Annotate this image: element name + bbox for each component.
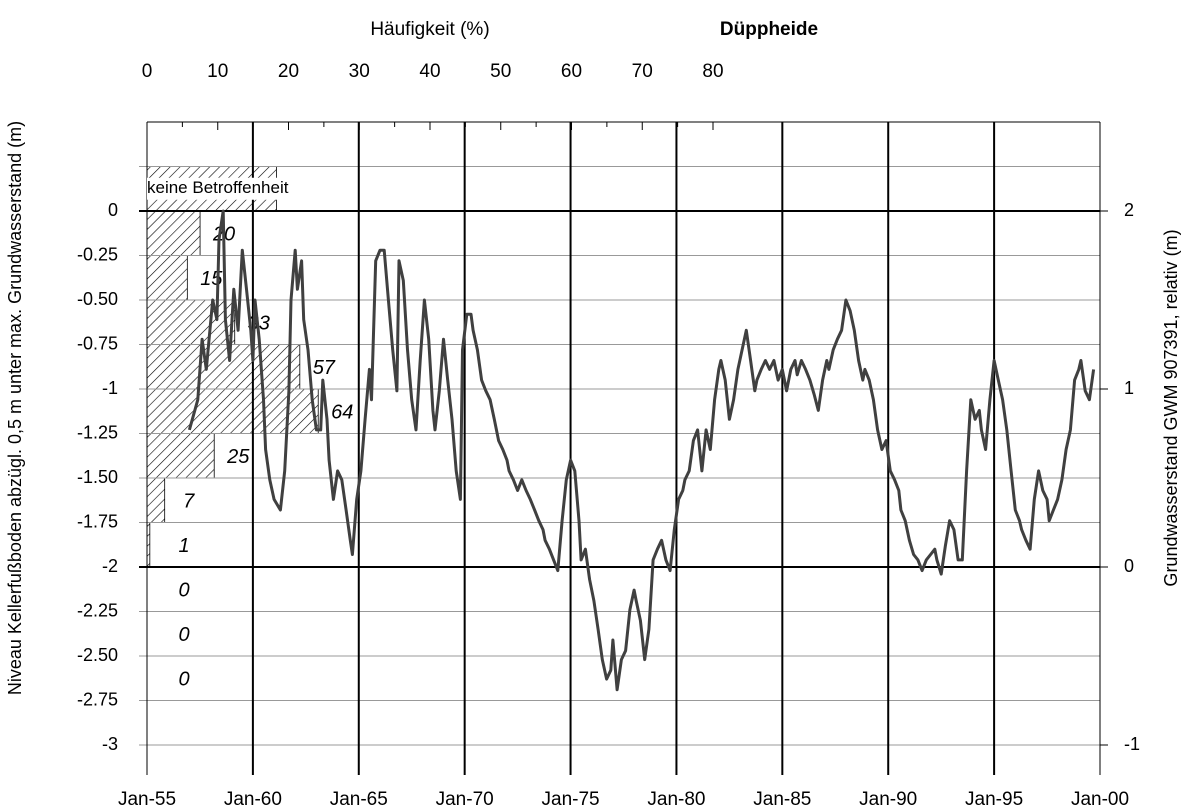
y-tick-label: -2: [102, 556, 118, 576]
series-line: [187, 209, 1096, 692]
x-tick-label: Jan-00: [1071, 789, 1129, 810]
x-tick-label: Jan-60: [224, 789, 282, 810]
histogram-bar: [146, 388, 319, 434]
x-tick-label: Jan-55: [118, 789, 176, 810]
count-label: 1: [178, 535, 189, 557]
y-tick-label: -1.75: [77, 511, 118, 531]
y-tick-label: -1.25: [77, 422, 118, 442]
histogram-bar: [146, 344, 301, 390]
extra-bar-label-box: [147, 177, 327, 200]
y-tick-label: -2.50: [77, 645, 118, 665]
y-tick-label: -2.75: [77, 689, 118, 709]
y2-tick-label: 0: [1124, 556, 1134, 576]
x-tick-label: Jan-90: [859, 789, 917, 810]
x-tick-label: Jan-65: [330, 789, 388, 810]
count-label: 64: [331, 402, 353, 424]
y-tick-label: -1.50: [77, 467, 118, 487]
y-tick-label: -3: [102, 734, 118, 754]
y-tick-label: -0.75: [77, 333, 118, 353]
x2-tick-label: 40: [419, 61, 440, 82]
histogram-bar: [146, 210, 201, 256]
x-tick-label: Jan-70: [436, 789, 494, 810]
count-label: 0: [178, 669, 189, 691]
x2-tick-label: 20: [278, 61, 299, 82]
x-tick-label: Jan-85: [753, 789, 811, 810]
x2-tick-label: 60: [561, 61, 582, 82]
x-tick-label: Jan-80: [647, 789, 705, 810]
y2-tick-label: -1: [1124, 734, 1140, 754]
count-label: 57: [313, 357, 336, 379]
count-label: 7: [183, 491, 195, 513]
x2-tick-label: 50: [490, 61, 511, 82]
y-tick-label: -1: [102, 378, 118, 398]
x2-tick-label: 70: [632, 61, 653, 82]
y-tick-label: -0.25: [77, 244, 118, 264]
histogram-bar: [146, 477, 166, 523]
x2-tick-label: 0: [142, 61, 153, 82]
x-tick-label: Jan-75: [542, 789, 600, 810]
y-tick-label: -0.50: [77, 289, 118, 309]
y2-axis-label: Grundwasserstand GWM 907391, relativ (m): [1161, 229, 1181, 586]
count-label: 25: [226, 446, 250, 468]
histogram-bar: [146, 433, 215, 479]
count-label: 0: [178, 580, 189, 602]
chart-title: Düppheide: [720, 19, 818, 40]
x2-tick-label: 10: [207, 61, 228, 82]
count-label: 15: [200, 268, 223, 290]
x2-axis-label: Häufigkeit (%): [370, 19, 489, 40]
y2-tick-label: 2: [1124, 200, 1134, 220]
count-label: 0: [178, 624, 189, 646]
y-axis-label: Niveau Kellerfußboden abzügl. 0,5 m unte…: [5, 121, 25, 695]
histogram-bar: [146, 255, 188, 301]
histogram-bar: [146, 299, 236, 345]
y-tick-label: -2.25: [77, 600, 118, 620]
x2-tick-label: 80: [702, 61, 723, 82]
extra-bar-label: keine Betroffenheit: [147, 178, 289, 197]
x2-tick-label: 30: [349, 61, 370, 82]
y2-tick-label: 1: [1124, 378, 1134, 398]
x-tick-label: Jan-95: [965, 789, 1023, 810]
y-tick-label: 0: [108, 200, 118, 220]
